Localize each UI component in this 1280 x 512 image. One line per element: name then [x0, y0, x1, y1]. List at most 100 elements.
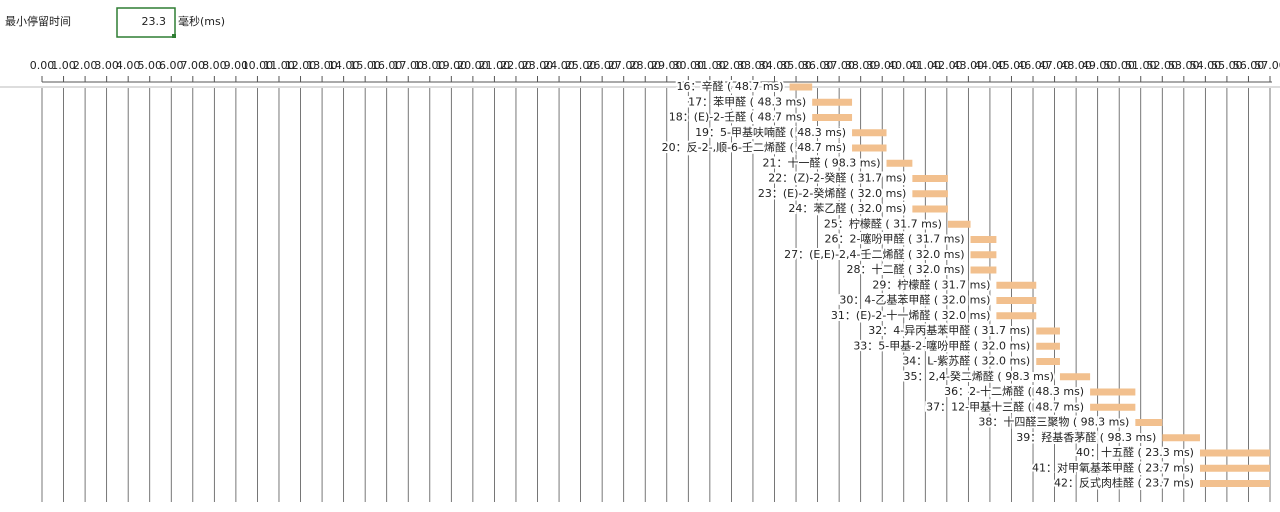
- tick-label: 29.00: [651, 59, 683, 72]
- tick-label: 17.00: [392, 59, 424, 72]
- tick-label: 46.00: [1017, 59, 1049, 72]
- tick-label: 19.00: [436, 59, 468, 72]
- tick-label: 25.00: [565, 59, 597, 72]
- timing-bar: [912, 175, 948, 182]
- timing-bar: [789, 83, 813, 91]
- timing-bar: [1036, 342, 1060, 350]
- timing-bar: [1199, 480, 1270, 487]
- timing-bar: [1135, 419, 1163, 426]
- timing-bar: [1199, 449, 1270, 457]
- row-label: 30：4-乙基苯甲醛 ( 32.0 ms): [839, 293, 990, 307]
- timing-bar: [1090, 388, 1136, 396]
- tick-label: 24.00: [543, 59, 575, 72]
- row-label: 17：苯甲醛 ( 48.3 ms): [688, 94, 806, 108]
- tick-label: 18.00: [414, 59, 446, 72]
- tick-label: 14.00: [328, 59, 360, 72]
- value-input[interactable]: [116, 7, 176, 38]
- row-label: 37：12-甲基十三醛 ( 48.7 ms): [926, 399, 1084, 413]
- tick-label: 12.00: [285, 59, 317, 72]
- row-label: 32：4-异丙基苯甲醛 ( 31.7 ms): [868, 323, 1030, 337]
- timing-bar: [812, 114, 853, 121]
- row-label: 35：2,4-癸二烯醛 ( 98.3 ms): [903, 369, 1053, 383]
- row-label: 20：反-2-,顺-6-壬二烯醛 ( 48.7 ms): [662, 140, 846, 154]
- row-label: 40：十五醛 ( 23.3 ms): [1076, 445, 1194, 459]
- tick-label: 23.00: [522, 59, 554, 72]
- tick-label: 13.00: [306, 59, 338, 72]
- tick-label: 36.00: [802, 59, 834, 72]
- tick-label: 28.00: [629, 59, 661, 72]
- timing-bar: [1090, 403, 1136, 411]
- timing-bar: [812, 98, 853, 106]
- tick-label: 32.00: [716, 59, 748, 72]
- timing-bar: [1036, 327, 1060, 335]
- row-label: 36：2-十二烯醛 ( 48.3 ms): [944, 384, 1084, 398]
- timing-bar: [947, 220, 971, 228]
- row-label: 28：十二醛 ( 32.0 ms): [847, 262, 965, 276]
- row-label: 26：2-噻吩甲醛 ( 31.7 ms): [825, 232, 965, 246]
- tick-label: 8.00: [202, 59, 227, 72]
- tick-label: 50.00: [1103, 59, 1135, 72]
- tick-label: 9.00: [224, 59, 249, 72]
- tick-label: 42.00: [931, 59, 963, 72]
- row-label: 19：5-甲基呋喃醛 ( 48.3 ms): [695, 125, 846, 139]
- timing-bar: [996, 281, 1037, 289]
- tick-label: 47.00: [1039, 59, 1071, 72]
- tick-label: 26.00: [586, 59, 618, 72]
- timing-bar: [970, 251, 997, 259]
- row-label: 39：羟基香茅醛 ( 98.3 ms): [1016, 430, 1156, 444]
- tick-label: 35.00: [780, 59, 812, 72]
- row-label: 27：(E,E)-2,4-壬二烯醛 ( 32.0 ms): [784, 247, 964, 261]
- timing-bar: [1059, 373, 1091, 381]
- timing-bar: [852, 129, 887, 137]
- row-label: 42：反式肉桂醛 ( 23.7 ms): [1054, 476, 1194, 490]
- row-label: 23：(E)-2-癸烯醛 ( 32.0 ms): [758, 186, 906, 200]
- tick-label: 33.00: [737, 59, 769, 72]
- row-label: 18：(E)-2-壬醛 ( 48.7 ms): [669, 110, 806, 124]
- tick-label: 22.00: [500, 59, 532, 72]
- tick-label: 11.00: [263, 59, 295, 72]
- tick-label: 45.00: [996, 59, 1028, 72]
- tick-label: 34.00: [759, 59, 791, 72]
- timing-bar: [1036, 358, 1060, 365]
- tick-label: 6.00: [159, 59, 184, 72]
- tick-label: 2.00: [73, 59, 98, 72]
- tick-label: 54.00: [1190, 59, 1222, 72]
- tick-label: 21.00: [479, 59, 511, 72]
- tick-label: 41.00: [910, 59, 942, 72]
- row-label: 24：苯乙醛 ( 32.0 ms): [788, 201, 906, 215]
- tick-label: 30.00: [673, 59, 705, 72]
- timing-bar: [912, 190, 948, 198]
- row-label: 22：(Z)-2-癸醛 ( 31.7 ms): [768, 171, 906, 185]
- tick-label: 27.00: [608, 59, 640, 72]
- tick-label: 20.00: [457, 59, 489, 72]
- tick-label: 10.00: [242, 59, 274, 72]
- tick-label: 44.00: [974, 59, 1006, 72]
- tick-label: 55.00: [1211, 59, 1243, 72]
- row-label: 34：L-紫苏醛 ( 32.0 ms): [902, 354, 1030, 368]
- row-label: 31：(E)-2-十一烯醛 ( 32.0 ms): [831, 308, 990, 322]
- row-label: 41：对甲氧基苯甲醛 ( 23.7 ms): [1032, 460, 1194, 474]
- row-label: 25：柠檬醛 ( 31.7 ms): [824, 216, 942, 230]
- tick-label: 4.00: [116, 59, 141, 72]
- tick-label: 53.00: [1168, 59, 1200, 72]
- tick-label: 57.00: [1254, 59, 1280, 72]
- min-dwell-label: 最小停留时间: [5, 14, 71, 28]
- tick-label: 7.00: [181, 59, 206, 72]
- timing-bar: [886, 159, 913, 167]
- input-value[interactable]: 23.3: [142, 15, 167, 28]
- tick-label: 48.00: [1060, 59, 1092, 72]
- tick-label: 56.00: [1233, 59, 1265, 72]
- row-label: 16：辛醛 ( 48.7 ms): [677, 79, 784, 93]
- row-label: 33：5-甲基-2-噻吩甲醛 ( 32.0 ms): [853, 338, 1030, 352]
- tick-label: 38.00: [845, 59, 877, 72]
- tick-label: 31.00: [694, 59, 726, 72]
- row-label: 21：十一醛 ( 98.3 ms): [763, 155, 881, 169]
- row-label: 29：柠檬醛 ( 31.7 ms): [872, 277, 990, 291]
- tick-label: 49.00: [1082, 59, 1114, 72]
- tick-label: 3.00: [94, 59, 119, 72]
- tick-label: 0.00: [30, 59, 55, 72]
- timing-bar: [1199, 464, 1270, 472]
- unit-label: 毫秒(ms): [178, 14, 225, 28]
- tick-label: 40.00: [888, 59, 920, 72]
